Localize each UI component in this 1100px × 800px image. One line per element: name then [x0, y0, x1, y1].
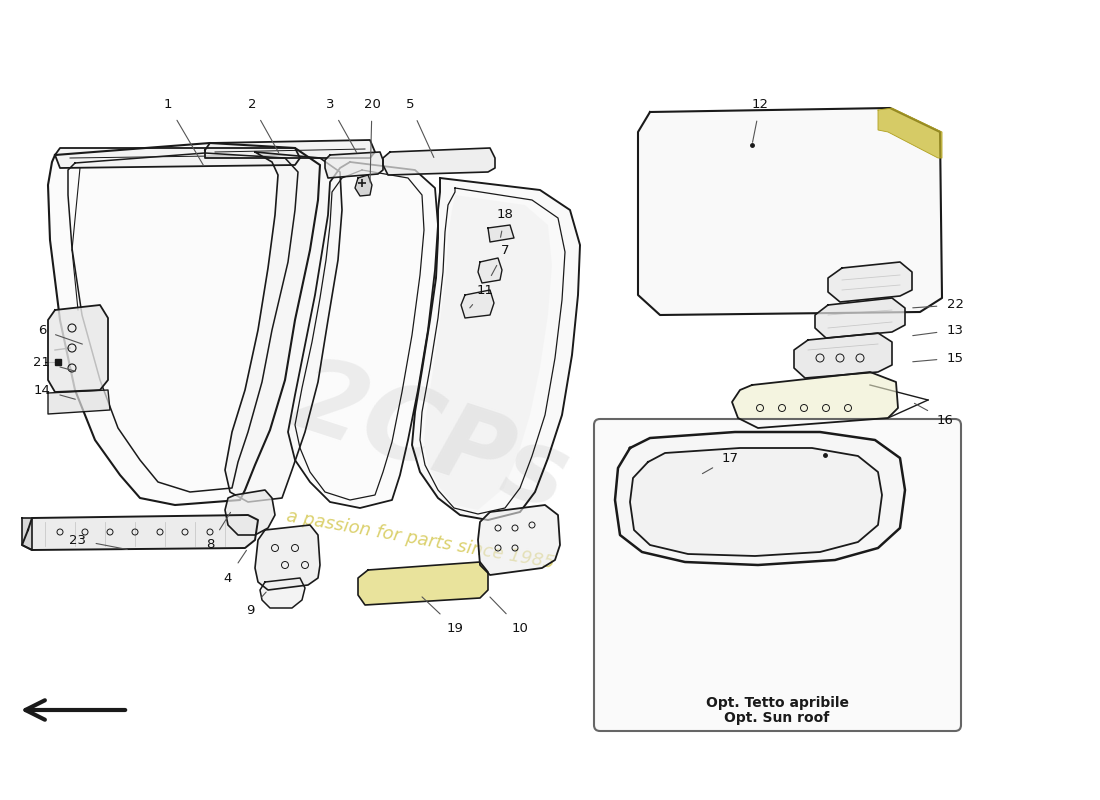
- Text: 2CPs: 2CPs: [279, 348, 581, 532]
- Polygon shape: [630, 448, 882, 556]
- Polygon shape: [412, 178, 580, 520]
- Polygon shape: [55, 148, 300, 168]
- Text: Opt. Sun roof: Opt. Sun roof: [725, 711, 829, 725]
- Polygon shape: [260, 578, 305, 608]
- Text: 16: 16: [914, 403, 954, 426]
- Polygon shape: [205, 140, 375, 158]
- Text: 13: 13: [913, 323, 964, 337]
- Polygon shape: [22, 515, 258, 550]
- Polygon shape: [828, 262, 912, 302]
- Text: 19: 19: [422, 597, 463, 634]
- Polygon shape: [358, 562, 488, 605]
- Text: 8: 8: [206, 512, 231, 551]
- Text: a passion for parts since 1985: a passion for parts since 1985: [285, 507, 556, 573]
- Polygon shape: [424, 195, 552, 510]
- Text: 17: 17: [703, 451, 738, 474]
- Text: 15: 15: [913, 351, 964, 365]
- Polygon shape: [878, 108, 942, 158]
- Text: 5: 5: [406, 98, 433, 158]
- Polygon shape: [48, 305, 108, 392]
- Polygon shape: [355, 175, 372, 196]
- Polygon shape: [48, 390, 110, 414]
- Text: 18: 18: [496, 209, 514, 238]
- Polygon shape: [488, 225, 514, 242]
- Text: 10: 10: [490, 597, 528, 634]
- Polygon shape: [226, 490, 275, 535]
- Polygon shape: [288, 162, 438, 508]
- Text: 6: 6: [37, 323, 82, 344]
- Text: 7: 7: [492, 243, 509, 275]
- Text: 1: 1: [164, 98, 204, 166]
- Text: 3: 3: [326, 98, 356, 153]
- Polygon shape: [794, 333, 892, 378]
- Polygon shape: [22, 518, 32, 550]
- Text: Opt. Tetto apribile: Opt. Tetto apribile: [705, 696, 848, 710]
- Polygon shape: [48, 143, 320, 505]
- Text: 11: 11: [470, 283, 494, 308]
- Polygon shape: [638, 108, 942, 315]
- Text: 20: 20: [364, 98, 381, 182]
- Polygon shape: [615, 432, 905, 565]
- Text: 2: 2: [248, 98, 278, 153]
- Text: 9: 9: [245, 592, 266, 617]
- Polygon shape: [226, 152, 342, 502]
- Polygon shape: [815, 298, 905, 338]
- Text: 21: 21: [33, 355, 75, 371]
- Polygon shape: [478, 505, 560, 575]
- Polygon shape: [383, 148, 495, 175]
- Text: 23: 23: [69, 534, 128, 550]
- Polygon shape: [461, 290, 494, 318]
- Text: 22: 22: [913, 298, 964, 311]
- Polygon shape: [255, 525, 320, 590]
- Text: 14: 14: [34, 383, 75, 399]
- Polygon shape: [324, 152, 383, 178]
- Text: 4: 4: [223, 550, 246, 585]
- Polygon shape: [732, 372, 898, 428]
- Polygon shape: [478, 258, 502, 283]
- FancyBboxPatch shape: [594, 419, 961, 731]
- Text: 12: 12: [751, 98, 769, 142]
